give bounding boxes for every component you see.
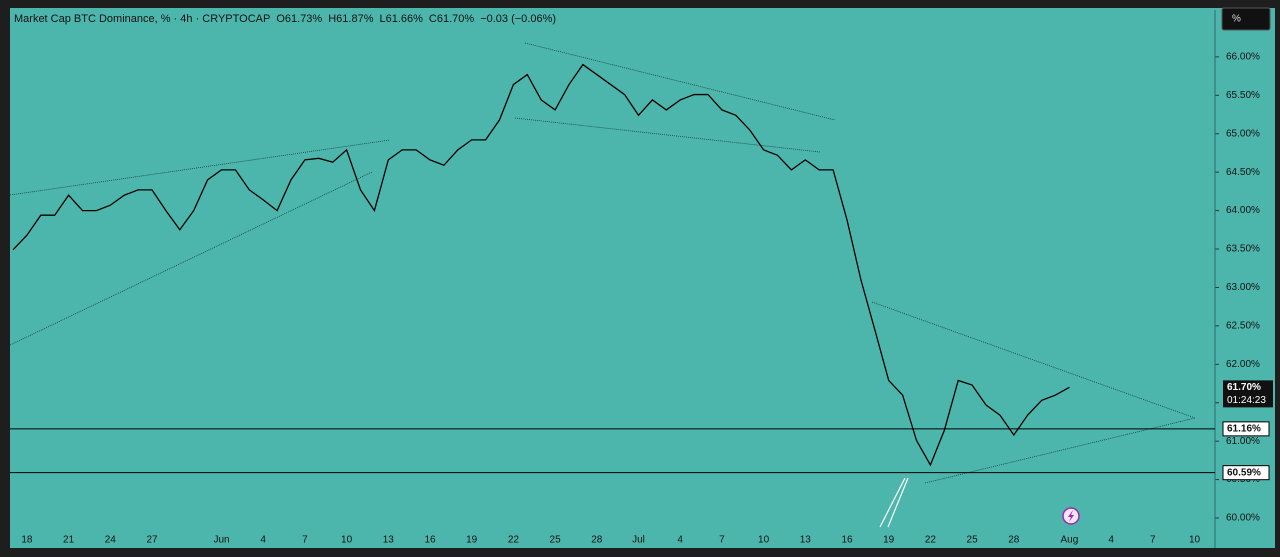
x-tick-label: 27 bbox=[146, 535, 158, 546]
y-tick-label: 62.00% bbox=[1226, 359, 1260, 370]
x-tick-label: 13 bbox=[383, 535, 395, 546]
x-tick-label: 7 bbox=[719, 535, 725, 546]
countdown: 01:24:23 bbox=[1227, 395, 1266, 406]
y-tick-label: 63.50% bbox=[1226, 244, 1260, 255]
drawn-arrow bbox=[879, 477, 909, 528]
last-price-tag bbox=[1223, 380, 1273, 408]
x-tick-label: 7 bbox=[1150, 535, 1156, 546]
unit-button-label[interactable]: % bbox=[1232, 14, 1241, 25]
y-tick-label: 61.00% bbox=[1226, 436, 1260, 447]
x-tick-label: 28 bbox=[1008, 535, 1020, 546]
chart-title: Market Cap BTC Dominance, % · 4h · CRYPT… bbox=[14, 13, 270, 25]
ohlc-value: O61.73% bbox=[276, 13, 322, 25]
x-tick-label: 19 bbox=[883, 535, 895, 546]
ohlc-value: −0.03 (−0.06%) bbox=[480, 13, 556, 25]
x-tick-label: Aug bbox=[1061, 535, 1079, 546]
arrow-line bbox=[879, 477, 906, 528]
y-tick-label: 65.00% bbox=[1226, 128, 1260, 139]
x-tick-label: 28 bbox=[591, 535, 603, 546]
ohlc-value: L61.66% bbox=[379, 13, 423, 25]
trend-line bbox=[9, 171, 373, 346]
level-label: 61.16% bbox=[1227, 424, 1261, 435]
x-tick-label: 4 bbox=[1108, 535, 1114, 546]
price-axis bbox=[1215, 8, 1275, 548]
trend-line bbox=[924, 417, 1196, 484]
x-tick-label: 10 bbox=[758, 535, 770, 546]
x-tick-label: 10 bbox=[1189, 535, 1201, 546]
x-tick-label: 19 bbox=[466, 535, 478, 546]
x-tick-label: 25 bbox=[967, 535, 979, 546]
ohlc-legend: O61.73% H61.87% L61.66% C61.70% −0.03 (−0.06… bbox=[276, 13, 556, 25]
x-tick-label: 16 bbox=[424, 535, 436, 546]
last-price-label: 61.70% bbox=[1227, 382, 1261, 393]
x-tick-label: 25 bbox=[550, 535, 562, 546]
x-tick-label: 4 bbox=[260, 535, 266, 546]
unit-button[interactable] bbox=[1221, 7, 1271, 31]
x-tick-label: 22 bbox=[508, 535, 520, 546]
x-tick-label: Jun bbox=[213, 535, 229, 546]
ohlc-value: C61.70% bbox=[429, 13, 474, 25]
x-tick-label: 13 bbox=[800, 535, 812, 546]
x-tick-label: 24 bbox=[105, 535, 117, 546]
x-tick-label: 18 bbox=[21, 535, 33, 546]
y-tick-label: 62.50% bbox=[1226, 321, 1260, 332]
icon-bolt[interactable] bbox=[1068, 510, 1074, 522]
lightning-icon[interactable] bbox=[1062, 507, 1080, 525]
level-label: 60.59% bbox=[1227, 467, 1261, 478]
price-line bbox=[12, 63, 1070, 467]
x-tick-label: 4 bbox=[677, 535, 683, 546]
level-tag bbox=[1222, 465, 1270, 481]
level-tag bbox=[1222, 421, 1270, 437]
y-tick-label: 64.00% bbox=[1226, 205, 1260, 216]
ohlc-value: H61.87% bbox=[328, 13, 373, 25]
x-tick-label: 22 bbox=[925, 535, 937, 546]
y-tick-label: 65.50% bbox=[1226, 90, 1260, 101]
arrow-line bbox=[887, 477, 909, 528]
x-tick-label: 7 bbox=[302, 535, 308, 546]
plot-area bbox=[10, 8, 1215, 548]
y-tick-label: 63.00% bbox=[1226, 282, 1260, 293]
y-tick-label: 66.00% bbox=[1226, 52, 1260, 63]
y-tick-label: 64.50% bbox=[1226, 167, 1260, 178]
x-tick-label: 16 bbox=[841, 535, 853, 546]
x-tick-label: Jul bbox=[632, 535, 645, 546]
x-tick-label: 10 bbox=[341, 535, 353, 546]
x-tick-label: 21 bbox=[63, 535, 75, 546]
trend-lines bbox=[9, 42, 1196, 484]
y-tick-label: 60.00% bbox=[1226, 513, 1260, 524]
trend-line bbox=[524, 42, 836, 121]
